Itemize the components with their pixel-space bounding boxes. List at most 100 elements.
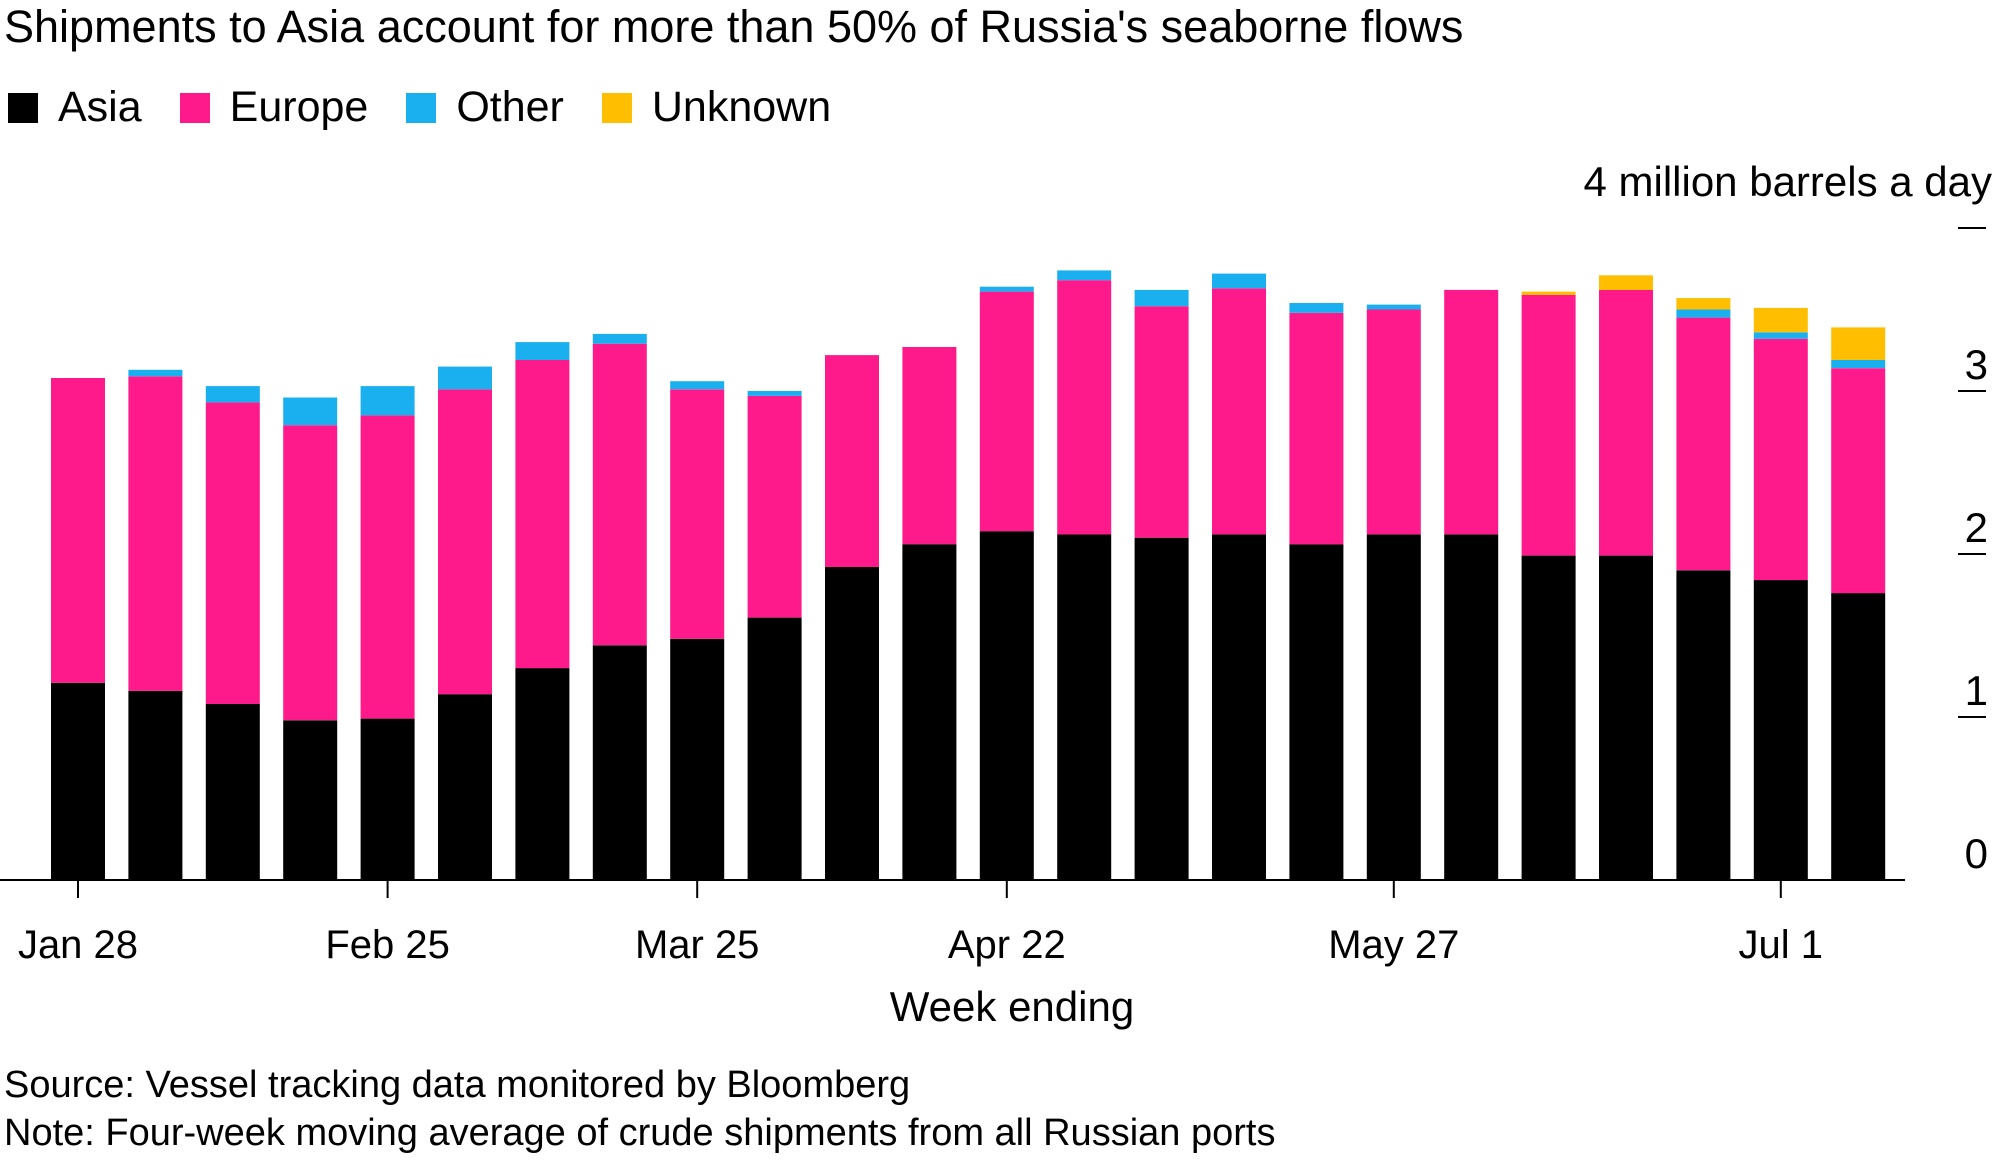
bar-europe-11 bbox=[902, 347, 957, 545]
bar-asia-5 bbox=[438, 694, 492, 880]
bar-other-6 bbox=[515, 342, 570, 360]
bar-asia-2 bbox=[205, 704, 260, 880]
bar-europe-8 bbox=[670, 389, 725, 639]
bar-other-22 bbox=[1753, 332, 1808, 339]
x-tick-label-2: Mar 25 bbox=[635, 923, 760, 967]
x-tick-label-3: Apr 22 bbox=[948, 923, 1066, 967]
bar-other-1 bbox=[128, 369, 183, 377]
bar-europe-18 bbox=[1444, 289, 1499, 535]
x-tick-label-4: May 27 bbox=[1328, 923, 1459, 967]
bar-asia-1 bbox=[128, 690, 183, 880]
y-axis-unit-label: 4 million barrels a day bbox=[1583, 158, 1992, 205]
bar-asia-21 bbox=[1676, 570, 1731, 880]
y-tick-label-1: 1 bbox=[1965, 667, 1988, 714]
bar-other-17 bbox=[1366, 304, 1421, 310]
bar-europe-9 bbox=[747, 395, 802, 618]
bar-other-5 bbox=[438, 366, 492, 390]
bar-other-15 bbox=[1212, 273, 1266, 289]
bar-other-21 bbox=[1676, 309, 1731, 318]
bar-asia-7 bbox=[592, 645, 647, 880]
bar-europe-13 bbox=[1057, 280, 1112, 535]
y-tick-label-2: 2 bbox=[1965, 504, 1988, 551]
y-tick-label-0: 0 bbox=[1965, 830, 1988, 877]
bar-asia-11 bbox=[902, 544, 957, 880]
bar-europe-3 bbox=[283, 425, 338, 721]
bar-other-9 bbox=[747, 391, 802, 396]
bar-asia-3 bbox=[283, 720, 338, 880]
bar-asia-22 bbox=[1753, 580, 1808, 880]
methodology-note: Note: Four-week moving average of crude … bbox=[4, 1112, 1276, 1154]
bar-asia-0 bbox=[51, 682, 105, 880]
bar-asia-19 bbox=[1521, 555, 1576, 880]
bar-europe-16 bbox=[1289, 312, 1344, 545]
legend: Asia Europe Other Unknown bbox=[8, 83, 869, 132]
legend-swatch-asia bbox=[8, 92, 38, 123]
bar-europe-12 bbox=[979, 291, 1034, 532]
legend-item-unknown: Unknown bbox=[601, 83, 832, 132]
bar-europe-6 bbox=[515, 360, 570, 669]
chart-title: Shipments to Asia account for more than … bbox=[4, 1, 1464, 52]
legend-swatch-europe bbox=[179, 92, 210, 123]
legend-swatch-unknown bbox=[601, 92, 632, 123]
bar-unknown-19 bbox=[1521, 291, 1576, 295]
bar-europe-14 bbox=[1134, 306, 1189, 538]
bar-europe-21 bbox=[1676, 317, 1731, 571]
bar-asia-8 bbox=[670, 638, 725, 880]
bar-asia-23 bbox=[1831, 593, 1886, 880]
legend-label-unknown: Unknown bbox=[651, 83, 832, 131]
bar-europe-5 bbox=[438, 389, 492, 695]
bar-asia-15 bbox=[1212, 534, 1266, 880]
y-tick-label-3: 3 bbox=[1965, 341, 1988, 388]
source-note: Source: Vessel tracking data monitored b… bbox=[4, 1064, 911, 1106]
bar-europe-20 bbox=[1599, 289, 1653, 556]
bar-asia-6 bbox=[515, 668, 570, 880]
bar-europe-22 bbox=[1753, 338, 1808, 580]
bar-unknown-23 bbox=[1831, 327, 1886, 360]
bar-asia-18 bbox=[1444, 534, 1499, 880]
bar-europe-2 bbox=[205, 402, 260, 704]
bar-other-14 bbox=[1134, 289, 1189, 307]
bar-europe-7 bbox=[592, 343, 647, 646]
bar-europe-1 bbox=[128, 376, 183, 691]
x-axis-title: Week ending bbox=[890, 983, 1134, 1030]
bar-asia-17 bbox=[1366, 534, 1421, 880]
bar-europe-4 bbox=[360, 415, 415, 719]
legend-label-asia: Asia bbox=[58, 83, 142, 131]
legend-swatch-other bbox=[406, 92, 437, 123]
bar-asia-4 bbox=[360, 718, 415, 880]
bar-other-2 bbox=[205, 386, 260, 403]
bar-europe-15 bbox=[1212, 288, 1266, 535]
bar-asia-20 bbox=[1599, 555, 1653, 880]
bar-asia-12 bbox=[979, 531, 1034, 880]
bar-asia-9 bbox=[747, 617, 802, 880]
bar-other-3 bbox=[283, 397, 338, 426]
bar-other-8 bbox=[670, 381, 725, 390]
bar-other-4 bbox=[360, 386, 415, 416]
legend-item-europe: Europe bbox=[179, 83, 369, 132]
bar-asia-16 bbox=[1289, 544, 1344, 880]
bar-asia-14 bbox=[1134, 537, 1189, 880]
bar-asia-13 bbox=[1057, 534, 1112, 880]
x-tick-label-1: Feb 25 bbox=[325, 923, 450, 967]
bar-other-12 bbox=[979, 286, 1034, 292]
x-tick-label-5: Jul 1 bbox=[1739, 923, 1824, 967]
bar-unknown-22 bbox=[1753, 307, 1808, 333]
bar-asia-10 bbox=[825, 567, 879, 880]
legend-label-other: Other bbox=[456, 83, 564, 131]
bar-europe-23 bbox=[1831, 368, 1886, 594]
legend-item-asia: Asia bbox=[8, 83, 142, 132]
bar-unknown-20 bbox=[1599, 275, 1653, 290]
bar-other-16 bbox=[1289, 303, 1344, 313]
bar-europe-0 bbox=[51, 378, 105, 683]
x-tick-label-0: Jan 28 bbox=[18, 923, 138, 967]
bar-europe-17 bbox=[1366, 309, 1421, 535]
legend-label-europe: Europe bbox=[229, 83, 369, 131]
bar-unknown-21 bbox=[1676, 298, 1731, 310]
bar-europe-19 bbox=[1521, 294, 1576, 556]
legend-item-other: Other bbox=[406, 83, 564, 132]
bar-other-23 bbox=[1831, 360, 1886, 369]
bar-other-7 bbox=[592, 333, 647, 344]
bar-europe-10 bbox=[825, 355, 879, 567]
bar-other-13 bbox=[1057, 270, 1112, 281]
